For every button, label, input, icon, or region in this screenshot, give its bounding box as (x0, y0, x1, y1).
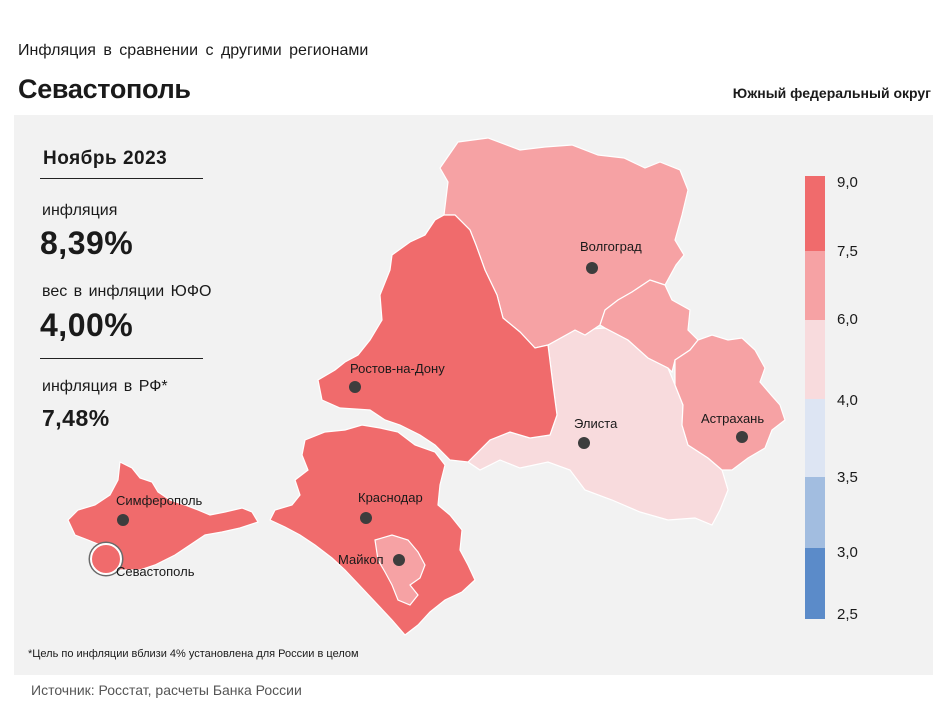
city-dot-volgograd[interactable] (586, 262, 598, 274)
sevastopol-marker[interactable] (90, 543, 122, 575)
city-dot-krasnodar[interactable] (360, 512, 372, 524)
divider-bottom (40, 358, 203, 359)
footnote: *Цель по инфляции вблизи 4% установлена … (28, 648, 359, 660)
city-dot-simferopol[interactable] (117, 514, 129, 526)
period-label: Ноябрь 2023 (43, 148, 168, 169)
city-label-rostov: Ростов-на-Дону (350, 361, 445, 376)
legend-tick: 9,0 (837, 174, 858, 191)
inflation-value: 8,39% (40, 225, 134, 261)
legend-segment-6 (805, 548, 825, 619)
legend-segment-3 (805, 320, 825, 399)
region-krasnodar[interactable] (269, 424, 476, 636)
rf-inflation-label: инфляция в РФ* (42, 378, 168, 395)
subtitle: Инфляция в сравнении с другими регионами (18, 42, 369, 59)
legend-tick: 3,5 (837, 469, 858, 486)
city-label-simferopol: Симферополь (116, 493, 203, 508)
city-label-elista: Элиста (574, 416, 618, 431)
city-label-maykop: Майкоп (338, 552, 384, 567)
legend-segment-1 (805, 176, 825, 251)
source-note: Источник: Росстат, расчеты Банка России (31, 682, 302, 698)
legend-segment-4 (805, 399, 825, 477)
city-label-krasnodar: Краснодар (358, 490, 423, 505)
city-dot-rostov[interactable] (349, 381, 361, 393)
divider-top (40, 178, 203, 179)
legend-tick: 6,0 (837, 311, 858, 328)
rf-inflation-value: 7,48% (42, 405, 110, 431)
city-label-astrakhan: Астрахань (701, 411, 765, 426)
legend-tick: 7,5 (837, 243, 858, 260)
weight-label: вес в инфляции ЮФО (42, 283, 212, 300)
legend-segment-5 (805, 477, 825, 548)
district-label: Южный федеральный округ (732, 85, 931, 101)
city-dot-elista[interactable] (578, 437, 590, 449)
inflation-label: инфляция (42, 202, 118, 219)
region-astrakhan[interactable] (674, 334, 786, 471)
region-adygea[interactable] (374, 534, 426, 606)
legend-tick: 2,5 (837, 606, 858, 623)
region-rostov[interactable] (317, 214, 558, 463)
legend-segment-2 (805, 251, 825, 320)
legend-tick: 3,0 (837, 544, 858, 561)
legend-tick: 4,0 (837, 392, 858, 409)
region-crimea[interactable] (67, 461, 259, 571)
city-label-volgograd: Волгоград (580, 239, 642, 254)
city-label-sevastopol: Севастополь (116, 564, 195, 579)
city-dot-astrakhan[interactable] (736, 431, 748, 443)
city-dot-maykop[interactable] (393, 554, 405, 566)
weight-value: 4,00% (40, 307, 134, 343)
page-title: Севастополь (18, 74, 191, 104)
